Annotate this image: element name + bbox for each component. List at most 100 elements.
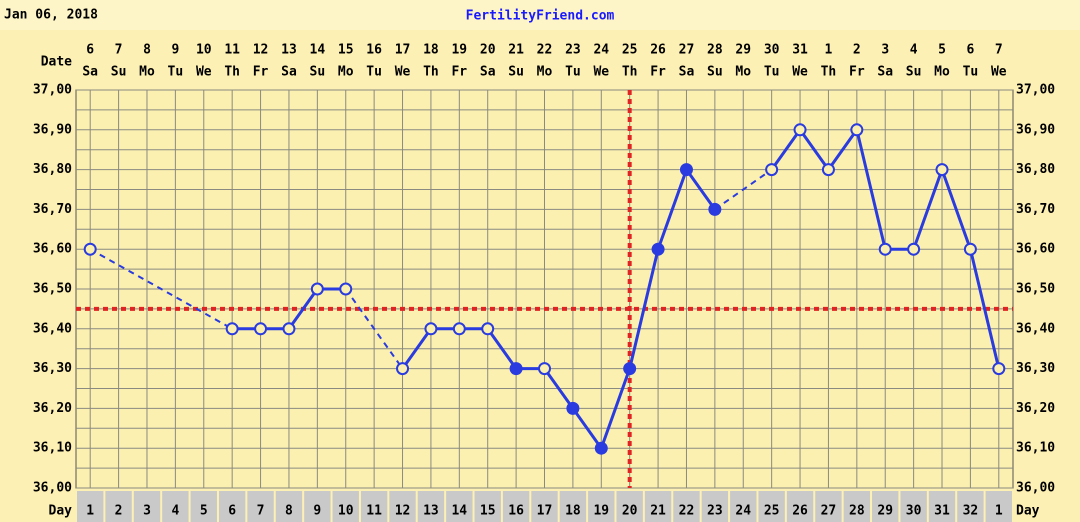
temperature-point bbox=[225, 322, 239, 336]
y-tick-label: 36,70 bbox=[33, 202, 72, 217]
day-label: 26 bbox=[792, 504, 808, 519]
day-label: 23 bbox=[707, 504, 723, 519]
weekday-label: Th bbox=[423, 65, 439, 80]
weekday-label: Sa bbox=[281, 65, 297, 80]
y-tick-label: 36,80 bbox=[33, 162, 72, 177]
temperature-point bbox=[481, 322, 495, 336]
temperature-point bbox=[310, 282, 324, 296]
weekday-label: Sa bbox=[679, 65, 695, 80]
date-label: 15 bbox=[338, 43, 354, 58]
day-cell bbox=[105, 491, 132, 522]
day-label: 32 bbox=[963, 504, 979, 519]
day-label: 29 bbox=[877, 504, 893, 519]
day-cell bbox=[701, 491, 729, 522]
date-row-label: Date bbox=[41, 55, 72, 70]
weekday-label: Mo bbox=[537, 65, 553, 80]
date-label: 11 bbox=[224, 43, 240, 58]
day-cell bbox=[389, 491, 416, 522]
y2-tick-label: 37,00 bbox=[1016, 83, 1055, 98]
temperature-segment bbox=[855, 129, 887, 250]
y2-tick-label: 36,30 bbox=[1016, 361, 1055, 376]
day-label: 2 bbox=[115, 504, 123, 519]
y-tick-label: 36,40 bbox=[33, 321, 72, 336]
day-cell bbox=[275, 491, 303, 522]
temperature-point bbox=[623, 362, 637, 376]
day-label: 8 bbox=[285, 504, 293, 519]
temperature-point bbox=[765, 163, 779, 177]
y-tick-label: 36,20 bbox=[33, 401, 72, 416]
day-cell bbox=[304, 491, 331, 522]
day-label: 18 bbox=[565, 504, 581, 519]
temperature-segment bbox=[827, 128, 859, 171]
day-label: 27 bbox=[821, 504, 837, 519]
weekday-label: Tu bbox=[168, 65, 184, 80]
temperature-point bbox=[424, 322, 438, 336]
date-label: 10 bbox=[196, 43, 212, 58]
date-label: 16 bbox=[366, 43, 382, 58]
y2-tick-label: 36,90 bbox=[1016, 122, 1055, 137]
date-label: 7 bbox=[115, 43, 123, 58]
day-label: 10 bbox=[338, 504, 354, 519]
temperature-point bbox=[538, 362, 551, 376]
weekday-label: Sa bbox=[480, 65, 496, 80]
date-label: 1 bbox=[825, 43, 833, 58]
date-label: 22 bbox=[537, 43, 553, 58]
weekday-label: Tu bbox=[366, 65, 382, 80]
date-label: 24 bbox=[593, 43, 609, 58]
day-cell bbox=[644, 491, 672, 522]
temperature-point bbox=[878, 242, 892, 256]
day-label: 28 bbox=[849, 504, 865, 519]
date-label: 6 bbox=[86, 43, 94, 58]
temperature-segment bbox=[912, 169, 944, 250]
day-row-label-right: Day bbox=[1016, 504, 1040, 519]
day-label: 1 bbox=[86, 504, 94, 519]
day-cell bbox=[247, 491, 274, 522]
day-cell bbox=[872, 491, 899, 522]
day-label: 12 bbox=[395, 504, 411, 519]
day-label: 21 bbox=[650, 504, 666, 519]
temperature-segment bbox=[685, 168, 717, 211]
weekday-label: Th bbox=[622, 65, 638, 80]
temperature-segment bbox=[89, 248, 233, 330]
day-cell bbox=[985, 491, 1012, 522]
day-label: 5 bbox=[200, 504, 208, 519]
weekday-label: Su bbox=[707, 65, 723, 80]
y2-tick-label: 36,60 bbox=[1016, 242, 1055, 257]
date-label: 26 bbox=[650, 43, 666, 58]
temperature-segment bbox=[344, 288, 404, 370]
date-label: 3 bbox=[881, 43, 889, 58]
temperature-point bbox=[566, 401, 580, 415]
day-cell bbox=[133, 491, 161, 522]
temperature-segment bbox=[770, 128, 802, 171]
temperature-segment bbox=[599, 368, 632, 449]
weekday-label: Th bbox=[821, 65, 837, 80]
temperature-segment bbox=[656, 169, 688, 250]
weekday-label: Fr bbox=[451, 65, 467, 80]
date-label: 8 bbox=[143, 43, 151, 58]
day-label: 19 bbox=[593, 504, 609, 519]
day-label: 1 bbox=[995, 504, 1003, 519]
temperature-point bbox=[793, 123, 807, 137]
date-label: 31 bbox=[792, 43, 808, 58]
day-cell bbox=[502, 491, 530, 522]
date-label: 19 bbox=[451, 43, 467, 58]
date-label: 17 bbox=[395, 43, 411, 58]
temperature-segment bbox=[401, 327, 433, 370]
date-label: 18 bbox=[423, 43, 439, 58]
day-cell bbox=[786, 491, 814, 522]
day-cell bbox=[417, 491, 445, 522]
temperature-point bbox=[708, 202, 722, 216]
day-label: 25 bbox=[764, 504, 780, 519]
y-tick-label: 36,00 bbox=[33, 481, 72, 496]
weekday-label: Th bbox=[224, 65, 240, 80]
day-cell bbox=[332, 491, 359, 522]
day-label: 30 bbox=[906, 504, 922, 519]
y2-tick-label: 36,50 bbox=[1016, 282, 1055, 297]
date-label: 30 bbox=[764, 43, 780, 58]
weekday-label: We bbox=[792, 65, 808, 80]
y-tick-label: 36,30 bbox=[33, 361, 72, 376]
weekday-label: We bbox=[395, 65, 411, 80]
weekday-label: Tu bbox=[764, 65, 780, 80]
temperature-segment bbox=[940, 169, 972, 250]
day-label: 17 bbox=[537, 504, 553, 519]
